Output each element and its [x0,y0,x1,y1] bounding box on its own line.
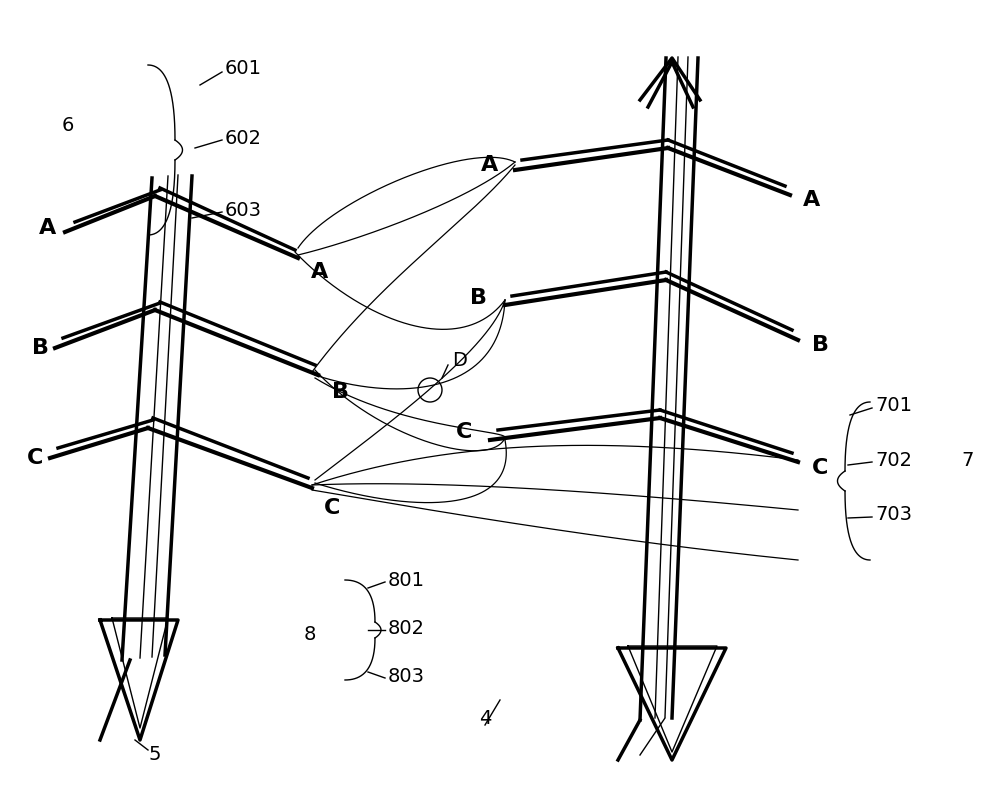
Text: C: C [27,448,43,468]
Text: C: C [812,458,828,478]
Text: 702: 702 [875,450,912,469]
Text: 6: 6 [62,115,74,134]
Text: 603: 603 [225,201,262,220]
Text: A: A [311,262,329,282]
Text: D: D [453,351,467,370]
Text: A: A [803,190,821,210]
Text: 602: 602 [225,129,262,148]
Text: 803: 803 [388,667,425,686]
Text: 802: 802 [388,619,425,638]
Text: 8: 8 [304,626,316,645]
Text: 601: 601 [225,58,262,77]
Text: 703: 703 [875,506,912,525]
Text: B: B [32,338,49,358]
Text: C: C [324,498,340,518]
Text: A: A [39,218,57,238]
Text: B: B [812,335,828,355]
Text: A: A [481,155,499,175]
Text: 5: 5 [149,746,161,765]
Text: 801: 801 [388,570,425,589]
Text: B: B [470,288,487,308]
Text: C: C [456,422,472,442]
Text: 4: 4 [479,709,491,728]
Text: B: B [332,382,349,402]
Text: 7: 7 [962,450,974,469]
Text: 701: 701 [875,396,912,415]
